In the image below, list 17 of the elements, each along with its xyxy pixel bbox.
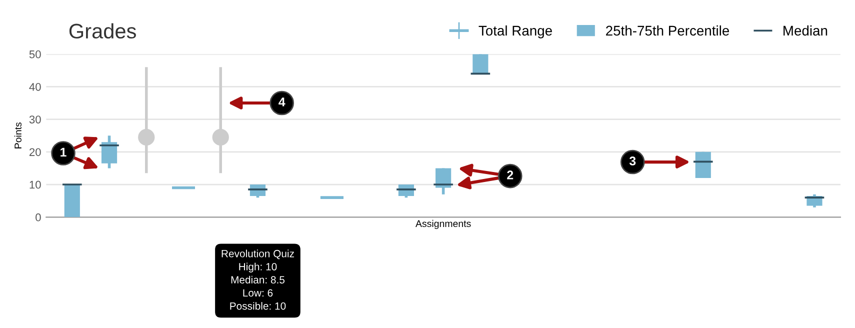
annotation: 2 bbox=[507, 170, 514, 180]
annotation: 4 bbox=[278, 98, 286, 106]
legend-label: 25th-75th Percentile bbox=[606, 25, 730, 36]
y-tick-label: 30 bbox=[29, 116, 41, 124]
y-tick-label: 20 bbox=[30, 148, 41, 156]
y-tick-label: 0 bbox=[36, 213, 41, 222]
text: Median bbox=[784, 25, 828, 36]
annotation: 3 bbox=[629, 156, 636, 166]
x-axis-title: Assignments bbox=[416, 220, 471, 229]
y-axis-title: Points bbox=[14, 122, 22, 148]
annotation: 1 bbox=[60, 148, 66, 156]
y-tick-label: 50 bbox=[29, 50, 41, 58]
y-tick-label: 40 bbox=[29, 82, 41, 91]
y-tick-label: 10 bbox=[30, 180, 41, 189]
chart-title: Grades bbox=[69, 23, 136, 39]
text: Revolution Quiz High: 10 Median: 8.5 Low: 6 Possible: 10 bbox=[222, 250, 294, 310]
text: Total Range bbox=[478, 25, 552, 38]
